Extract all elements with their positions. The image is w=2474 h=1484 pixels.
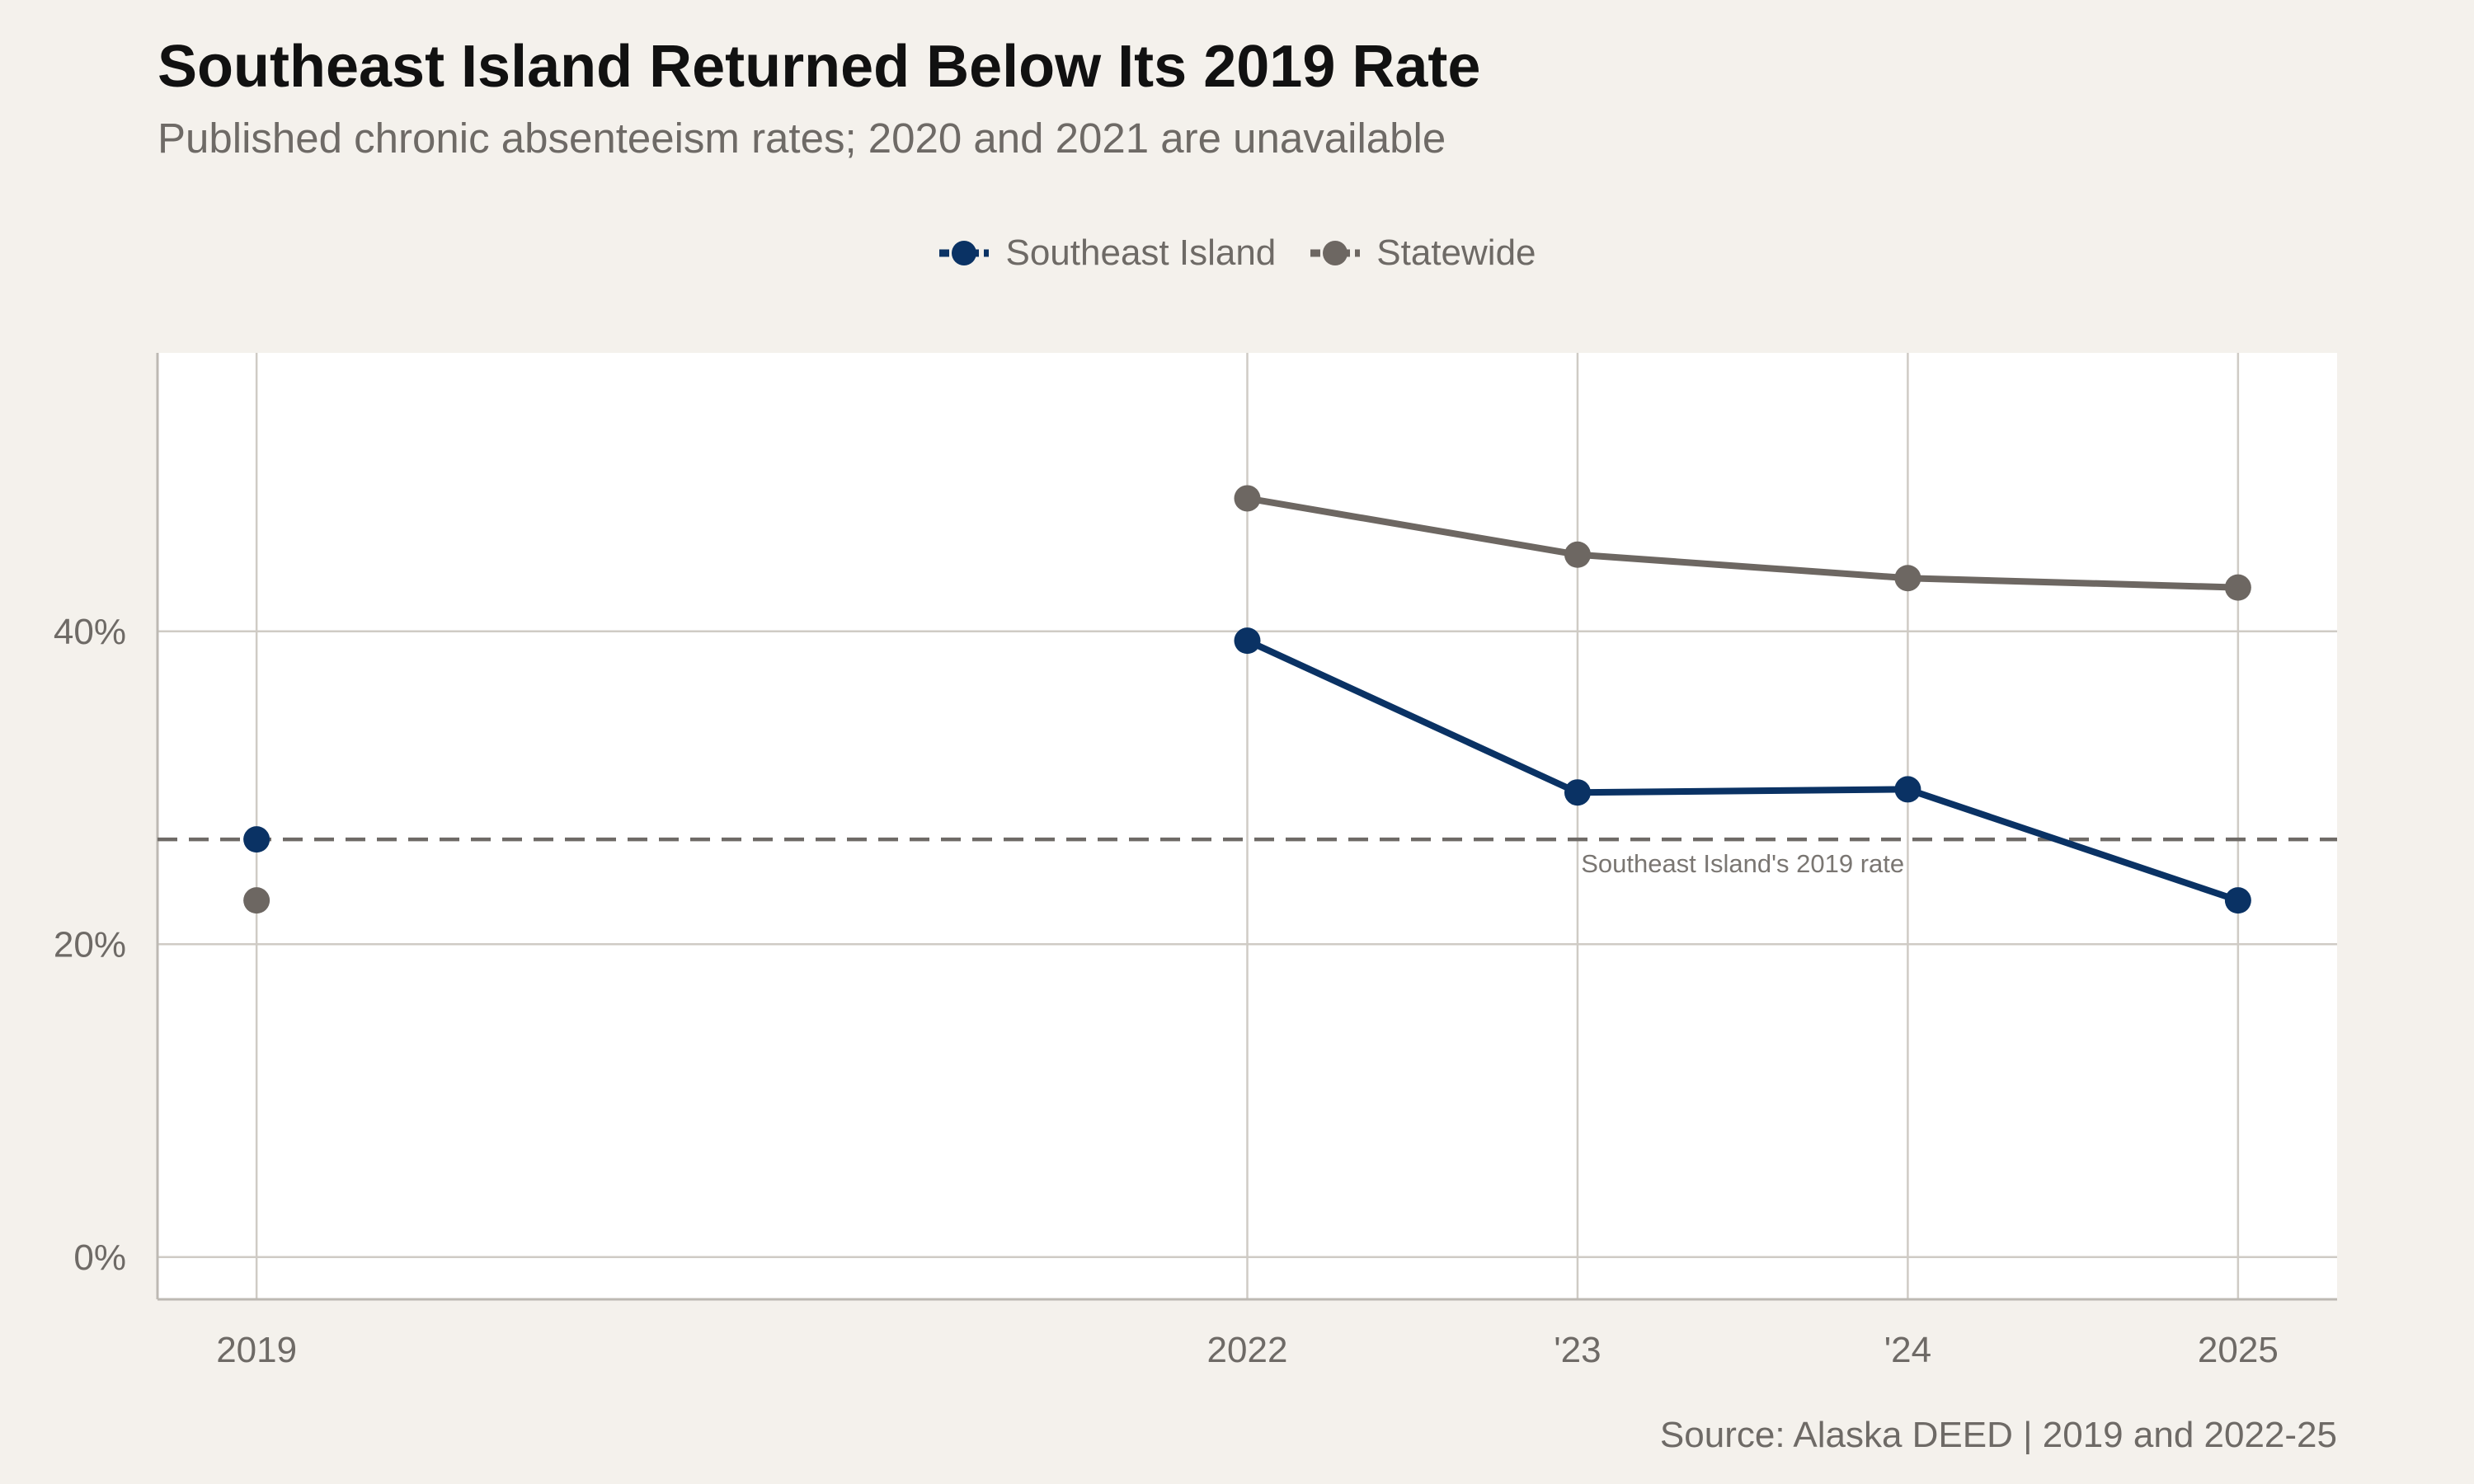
chart-source: Source: Alaska DEED | 2019 and 2022-25 (1659, 1415, 2337, 1455)
x-tick-label: '23 (1554, 1330, 1601, 1370)
legend-key-statewide (1310, 241, 1361, 265)
chart-subtitle: Published chronic absenteeism rates; 202… (158, 115, 1446, 162)
reference-line-label: Southeast Island's 2019 rate (1581, 849, 1904, 878)
chart-legend: Southeast Island Statewide (0, 224, 2474, 282)
data-point-statewide (243, 887, 270, 914)
legend-label-statewide: Statewide (1376, 232, 1536, 273)
y-tick-label: 0% (73, 1237, 126, 1278)
data-point-statewide (1234, 485, 1261, 512)
data-point-southeast-island (1894, 776, 1921, 803)
legend-label-southeast-island: Southeast Island (1005, 232, 1277, 273)
y-tick-label: 40% (54, 612, 126, 652)
legend-item-southeast-island: Southeast Island (938, 232, 1276, 274)
data-point-statewide (1894, 565, 1921, 592)
series-line-statewide (1244, 495, 2241, 591)
x-tick-label: 2019 (216, 1330, 297, 1370)
x-tick-label: '24 (1884, 1330, 1931, 1370)
legend-key-southeast-island (939, 241, 990, 265)
y-tick-label: 20% (54, 924, 126, 965)
chart-title: Southeast Island Returned Below Its 2019… (158, 34, 1481, 100)
legend-item-statewide: Statewide (1309, 232, 1536, 274)
series-line-southeast-island (1244, 637, 2241, 904)
x-tick-label: 2025 (2198, 1330, 2279, 1370)
data-point-statewide (2224, 574, 2251, 601)
x-tick-label: 2022 (1207, 1330, 1288, 1370)
data-point-southeast-island (1564, 779, 1591, 806)
data-point-southeast-island (1234, 627, 1261, 655)
data-point-southeast-island (243, 826, 270, 853)
data-point-southeast-island (2224, 887, 2251, 914)
data-point-statewide (1564, 541, 1591, 568)
